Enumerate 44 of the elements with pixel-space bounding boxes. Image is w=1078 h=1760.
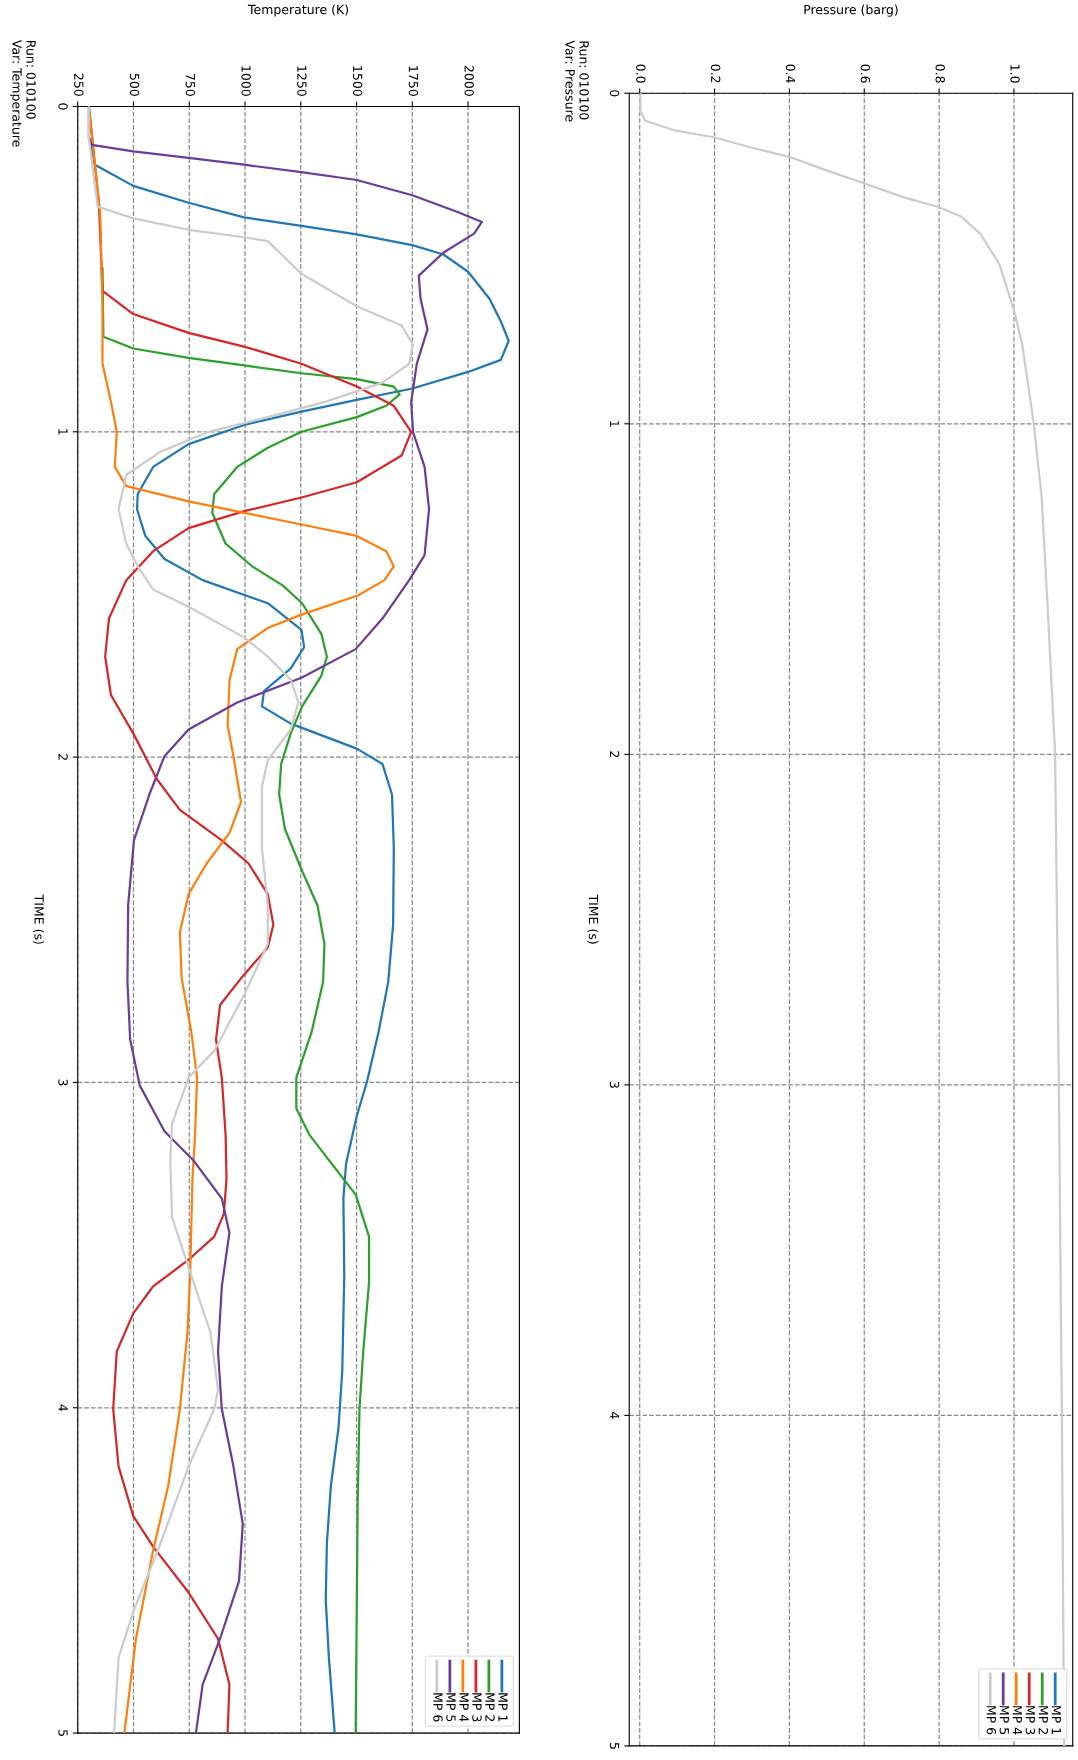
x-tick-label: 750 [185,73,196,96]
legend-label: MP 2 [485,1693,495,1722]
y-axis-title: TIME (s) [32,894,45,944]
y-tick-label: 5 [609,1742,620,1749]
y-axis-title: TIME (s) [587,894,599,944]
y-tick-label: 4 [610,1412,620,1419]
chart-title: Run: 010100 Var: Temperature [9,39,36,147]
x-tick-label: 500 [129,73,140,96]
y-tick-label: 1 [58,429,68,435]
legend-label: MP 1 [1051,1706,1061,1735]
y-tick-label: 2 [610,751,620,758]
x-tick-label: 0.0 [636,64,646,83]
x-tick-label: 1250 [297,66,307,96]
y-tick-label: 3 [58,1079,68,1086]
legend-label: MP 6 [986,1706,997,1735]
x-tick-label: 0.6 [860,64,871,83]
y-tick-label: 1 [610,421,620,427]
y-tick-label: 0 [609,90,620,97]
x-axis-title: Pressure (barg) [804,4,898,17]
legend-label: MP 4 [459,1693,469,1722]
x-tick-label: 1000 [241,66,251,96]
y-tick-label: 0 [58,103,68,110]
y-tick-label: 5 [58,1730,68,1736]
x-tick-label: 250 [74,73,84,96]
x-tick-label: 2000 [464,65,474,96]
legend-label: MP 1 [498,1693,508,1722]
legend-label: MP 3 [472,1693,482,1722]
chart-title: Run: 010100 Var: Pressure [565,40,589,122]
legend-label: MP 4 [1012,1706,1022,1735]
y-tick-label: 3 [609,1081,620,1088]
x-tick-label: 0.8 [935,64,945,83]
legend-label: MP 5 [999,1706,1009,1735]
legend-label: MP 3 [1025,1706,1036,1735]
legend-label: MP 5 [446,1693,456,1722]
x-tick-label: 1500 [352,66,363,96]
y-tick-label: 2 [58,754,68,760]
legend-label: MP 6 [433,1693,443,1722]
legend-label: MP 2 [1038,1706,1049,1734]
x-tick-label: 0.4 [785,64,796,83]
x-tick-label: 1750 [408,66,419,96]
y-tick-label: 4 [58,1404,68,1412]
x-tick-label: 1.0 [1010,65,1020,83]
x-axis-title: Temperature (K) [247,4,349,17]
x-tick-label: 0.2 [710,64,721,83]
